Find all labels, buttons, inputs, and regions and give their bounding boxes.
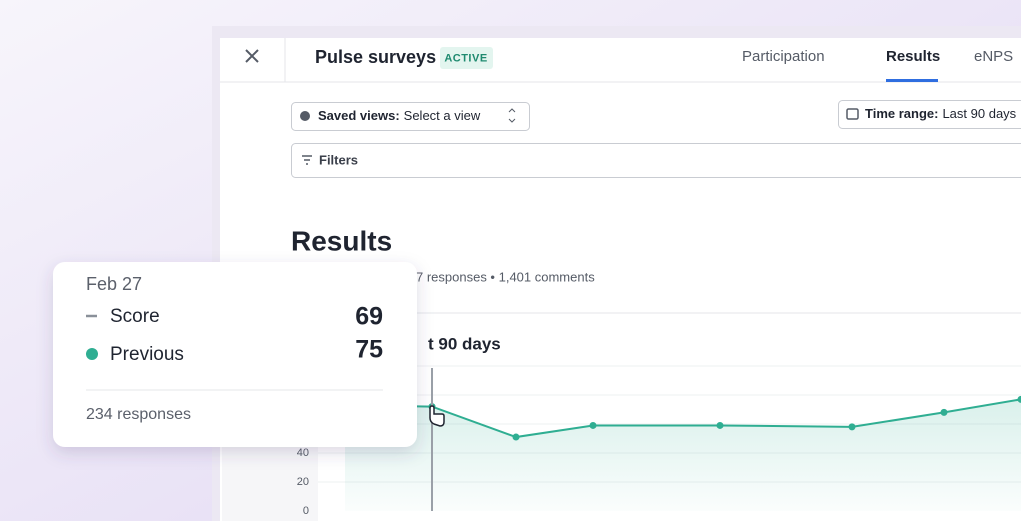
point (512, 433, 520, 441)
point (940, 408, 948, 416)
y-tick-label: 40 (297, 447, 309, 459)
value: Last 90 days (942, 106, 1016, 121)
tooltip-box (53, 262, 417, 447)
saved-views-select[interactable] (291, 102, 530, 131)
time-range: Time range: Last 90 days (865, 106, 1017, 121)
tooltip-date: Feb 27 (86, 274, 142, 294)
tab-underline (886, 79, 938, 82)
time-range-button[interactable] (838, 100, 1021, 129)
label: Saved views: (318, 108, 400, 123)
badge (440, 47, 493, 69)
y-tick-label: 20 (297, 476, 309, 488)
tooltip-value: 75 (355, 336, 383, 364)
tooltip-name: Previous (110, 344, 184, 365)
tooltip-name: Score (110, 306, 160, 327)
previous-swatch (86, 348, 98, 360)
close-icon[interactable] (245, 49, 259, 63)
chevron (508, 108, 516, 123)
tab[interactable]: Participation (742, 48, 825, 65)
tooltip: Feb 27 Score 69 Previous 75 234 response… (53, 262, 417, 447)
badge-text: ACTIVE (444, 52, 487, 64)
tab[interactable]: eNPS (974, 48, 1013, 65)
filters-bar[interactable] (291, 143, 1021, 178)
point (589, 421, 597, 429)
results-summary: 7 responses • 1,401 comments (416, 269, 595, 284)
point (848, 423, 856, 431)
value: Select a view (404, 108, 481, 123)
chart-title: t 90 days (428, 334, 501, 353)
y-tick-label: 0 (303, 505, 309, 517)
cursor (429, 405, 445, 427)
label: Time range: (865, 106, 938, 121)
tab-active[interactable]: Results (886, 48, 940, 65)
icon (300, 111, 310, 121)
filter-icon (302, 155, 312, 165)
line (344, 398, 1021, 439)
page-title: Pulse surveys (315, 47, 436, 67)
point (1017, 395, 1021, 403)
calendar-icon (846, 108, 859, 120)
results-heading: Results (291, 225, 392, 256)
saved-views: Saved views: Select a view (318, 108, 481, 123)
point (716, 421, 724, 429)
filters: Filters (319, 152, 358, 167)
tooltip-footer: 234 responses (86, 406, 191, 423)
tooltip-value: 69 (355, 303, 383, 331)
